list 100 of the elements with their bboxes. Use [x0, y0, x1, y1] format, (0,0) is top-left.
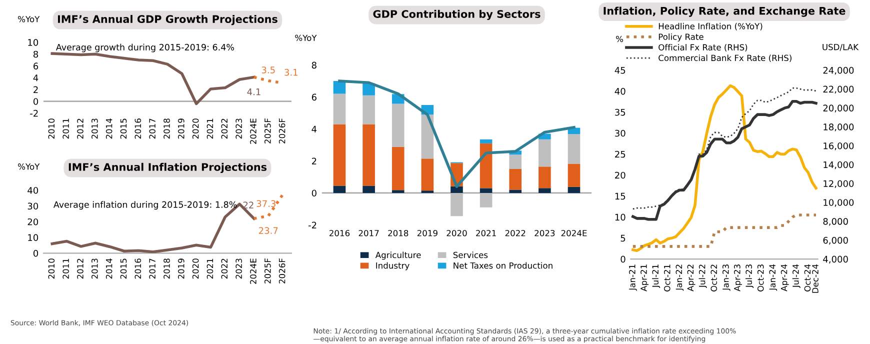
bar: [480, 188, 492, 193]
y-tick-label: 6: [312, 94, 316, 101]
y-tick-label: 20: [28, 218, 38, 226]
x-tick-label: 2011: [62, 258, 69, 279]
x-tick-label: 2015: [120, 118, 127, 139]
y-tick-label: 2: [34, 86, 38, 93]
line-series: [50, 202, 256, 254]
y-tick-label: -2: [308, 222, 316, 228]
x-tick-label: 2018: [164, 118, 170, 139]
line-series: [632, 214, 818, 248]
legend-label: Industry: [376, 262, 410, 270]
y-tick-label: 0: [620, 256, 626, 263]
y-tick-label: 30: [615, 130, 626, 137]
bar: [480, 139, 492, 144]
x-tick-label: 2017: [358, 230, 379, 236]
x-tick-label: Apr-21: [640, 264, 648, 292]
bar: [392, 190, 404, 193]
chart-title: IMF’s Annual GDP Growth Projections: [58, 14, 278, 26]
data-label: 3.5: [262, 66, 275, 74]
y-tick-label: 25: [615, 150, 626, 158]
chart-title: GDP Contribution by Sectors: [373, 10, 540, 20]
data-label: 37.3: [256, 200, 276, 208]
y2-tick-label: 6,000: [823, 236, 848, 245]
legend-label: Net Taxes on Production: [454, 262, 552, 269]
annotation: Average inflation during 2015-2019: 1.8%: [53, 201, 237, 210]
x-tick-label: 2026F: [278, 258, 286, 284]
data-label: 3.1: [284, 68, 298, 76]
x-tick-label: 2019: [178, 258, 184, 279]
x-tick-label: 2018: [164, 258, 170, 279]
x-tick-label: 2025F: [264, 258, 271, 284]
bar: [362, 124, 375, 186]
x-tick-label: 2026F: [278, 118, 286, 144]
x-tick-label: 2025F: [264, 118, 271, 144]
legend-label: Headline Inflation (%YoY): [658, 22, 762, 30]
bar: [333, 186, 346, 193]
x-tick-label: 2016: [134, 258, 142, 279]
legend-label: Agriculture: [375, 252, 421, 260]
y-tick-label: 20: [615, 172, 626, 179]
bar: [538, 139, 551, 167]
y2-tick-label: 24,000: [823, 66, 854, 75]
x-tick-label: Oct-23: [757, 264, 764, 292]
x-tick-label: 2012: [77, 258, 84, 279]
legend-label: Policy Rate: [658, 33, 704, 42]
bar: [480, 192, 492, 208]
y-tick-label: 8: [34, 50, 38, 58]
bar: [568, 134, 580, 164]
bar: [421, 158, 434, 191]
y-tick-label: 0: [312, 190, 316, 197]
x-tick-label: 2022: [221, 258, 228, 279]
bar: [509, 154, 522, 169]
x-tick-label: 2021: [206, 118, 214, 139]
x-tick-label: Jul-23: [746, 264, 754, 288]
y-tick-label: 40: [614, 88, 626, 95]
bar: [333, 124, 346, 186]
bar: [392, 146, 404, 190]
y-tick-label: 10: [28, 39, 38, 46]
line-series: [338, 80, 576, 188]
legend-label: Official Fx Rate (RHS): [658, 44, 748, 52]
x-tick-label: 2017: [149, 118, 156, 139]
y-tick-label: 0: [33, 250, 38, 257]
x-tick-label: Jan-23: [722, 264, 730, 291]
bar: [538, 166, 551, 188]
x-tick-label: Jan-24: [769, 264, 778, 291]
x-tick-label: Jul-22: [698, 264, 707, 288]
legend-label: Services: [453, 252, 488, 258]
x-tick-label: 2018: [388, 230, 408, 236]
x-tick-label: 2020: [192, 258, 199, 279]
y2-axis-title: USD/LAK: [822, 44, 859, 51]
y2-tick-label: 14,000: [824, 161, 854, 170]
y-tick-label: 10: [615, 214, 626, 221]
data-label: 4.1: [247, 88, 260, 96]
y-tick-label: 15: [615, 192, 626, 200]
x-tick-label: 2022: [505, 230, 526, 236]
x-tick-label: 2023: [236, 258, 242, 279]
bar: [450, 186, 463, 193]
x-tick-label: 2013: [92, 258, 98, 279]
x-tick-label: 2021: [476, 230, 496, 236]
x-tick-label: 2017: [149, 258, 156, 279]
y-axis-title: %YoY: [295, 34, 317, 42]
x-tick-label: 2024E: [250, 118, 256, 144]
x-tick-label: 2023: [236, 118, 242, 139]
y-tick-label: 40: [28, 186, 38, 194]
x-tick-label: Dec-24: [812, 264, 818, 293]
x-tick-label: 2021: [206, 258, 214, 279]
x-tick-label: 2019: [178, 118, 184, 139]
x-tick-label: 2016: [329, 230, 350, 236]
x-tick-label: 2010: [48, 118, 55, 139]
legend-label: Commercial Bank Fx Rate (RHS): [658, 54, 792, 62]
bar: [568, 186, 580, 193]
x-tick-label: 2023: [534, 230, 555, 236]
y-axis-title: %YoY: [18, 16, 40, 22]
bar: [568, 164, 580, 187]
x-tick-label: Apr-24: [780, 264, 789, 292]
y2-tick-label: 20,000: [823, 104, 854, 112]
x-tick-label: Oct-22: [710, 264, 718, 292]
x-tick-label: Apr-22: [687, 264, 696, 292]
x-tick-label: 2024E: [250, 258, 256, 284]
x-tick-label: 2012: [77, 118, 84, 139]
y-tick-label: 5: [620, 234, 626, 242]
x-tick-label: Jan-22: [676, 264, 684, 291]
